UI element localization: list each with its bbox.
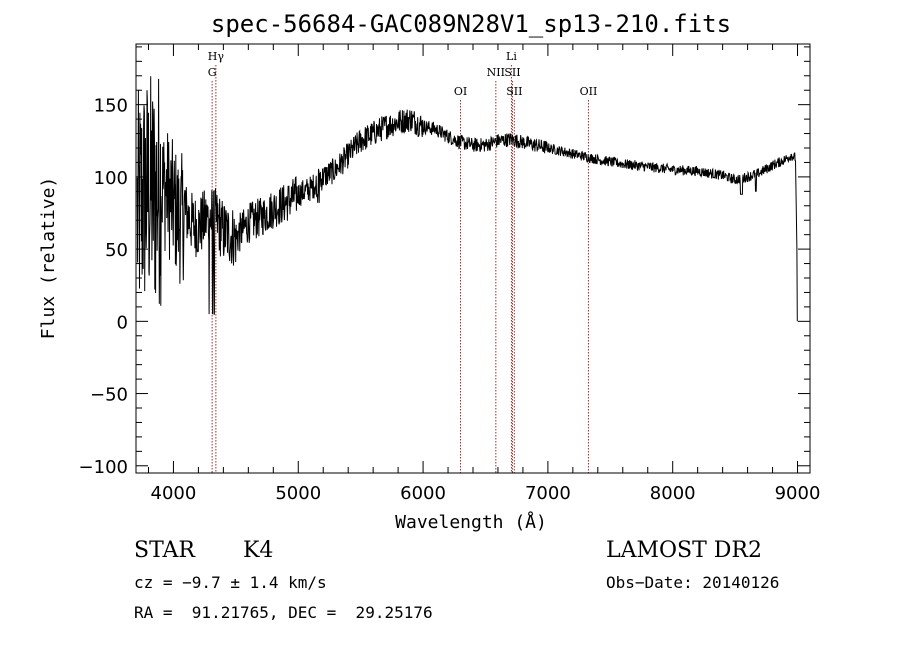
spectral-line-label: Li [506,50,517,63]
x-tick-label: 5000 [275,483,321,504]
y-tick-label: −100 [79,457,128,478]
chart-title: spec-56684-GAC089N28V1_sp13-210.fits [211,10,731,38]
spectral-line-label: SII [504,66,520,79]
spectrum-line [136,76,798,322]
y-tick-label: −50 [90,385,128,406]
x-tick-label: 6000 [400,483,446,504]
spectral-line-label: SII [506,85,522,98]
x-tick-label: 4000 [151,483,197,504]
spectral-line-label: NII [487,66,505,79]
axis-ticks: 4000 5000 6000 7000 8000 9000 −100 −50 0 50 100 150 [79,44,821,504]
spectral-line-label: OI [454,85,467,98]
y-tick-label: 150 [94,96,128,117]
spectral-line-label: Hγ [208,50,225,63]
observation-date: Obs−Date: 20140126 [606,573,780,592]
y-tick-label: 0 [117,312,128,333]
plot-frame [135,43,811,474]
x-tick-label: 7000 [525,483,571,504]
y-tick-label: 100 [94,168,128,189]
object-class: STAR [134,538,195,563]
x-tick-label: 9000 [775,483,821,504]
redshift-velocity: cz = −9.7 ± 1.4 km/s [134,573,327,592]
object-subclass: K4 [243,538,274,563]
survey-name: LAMOST DR2 [606,538,762,563]
x-axis-label: Wavelength (Å) [395,511,547,533]
spectral-line-label: G [208,66,217,79]
y-tick-label: 50 [105,240,128,261]
y-axis-label: Flux (relative) [38,177,59,340]
coordinates: RA = 91.21765, DEC = 29.25176 [134,603,433,622]
spectral-line-label: OII [580,85,598,98]
x-tick-label: 8000 [650,483,696,504]
spectrum-plot: spec-56684-GAC089N28V1_sp13-210.fits Hγ G… [38,10,821,533]
